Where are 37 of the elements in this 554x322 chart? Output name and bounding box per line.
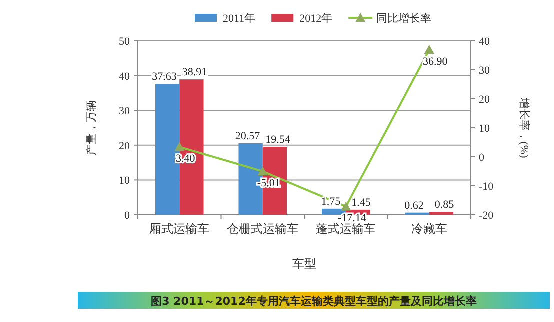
y-axis-title: 产量，万辆 [85, 100, 98, 156]
x-tick-label: 冷藏车 [411, 222, 448, 236]
x-tick-label: 仓栅式运输车 [226, 222, 299, 236]
y-tick-label: 20 [119, 140, 130, 152]
legend-label: 2011年 [223, 13, 256, 25]
data-label: 38.91 [182, 66, 208, 79]
y-tick-label: 30 [119, 106, 130, 118]
y-tick-label: 10 [119, 175, 130, 188]
y2-tick-label: 30 [479, 65, 490, 77]
y2-tick-label: 40 [479, 36, 490, 48]
data-label: 37.63 [152, 71, 178, 84]
data-label: 0.62 [404, 200, 424, 212]
legend-label: 同比增长率 [376, 12, 432, 25]
point [258, 166, 268, 176]
y2-tick-label: 20 [479, 94, 490, 106]
x-axis-title: 车型 [292, 257, 316, 271]
point [424, 44, 434, 54]
x-tick-label: 蓬式运输车 [316, 222, 376, 236]
y2-axis-title: 增长率，(%) [518, 96, 531, 159]
data-label: 20.57 [235, 130, 261, 142]
data-label: 1.45 [352, 196, 372, 209]
bar [429, 212, 454, 215]
x-tick-label: 厢式运输车 [150, 222, 210, 236]
data-label: 0.85 [434, 199, 455, 212]
y2-tick-label: -20 [479, 210, 494, 222]
y-tick-label: 0 [124, 210, 130, 222]
y2-tick-label: 10 [479, 123, 490, 135]
point [341, 202, 352, 211]
y-tick-label: 50 [119, 36, 130, 48]
point [174, 142, 185, 152]
y2-tick-label: -10 [479, 181, 494, 193]
y-tick-label: 40 [119, 70, 130, 83]
data-label: 19.54 [266, 134, 291, 146]
data-label: 36.90 [423, 56, 448, 68]
legend-label: 2012年 [300, 13, 333, 25]
y2-tick-label: 0 [479, 152, 485, 164]
text: 图3 2011～2012年专用汽车运输类典型车型的产量及同比增长率 [151, 295, 477, 308]
